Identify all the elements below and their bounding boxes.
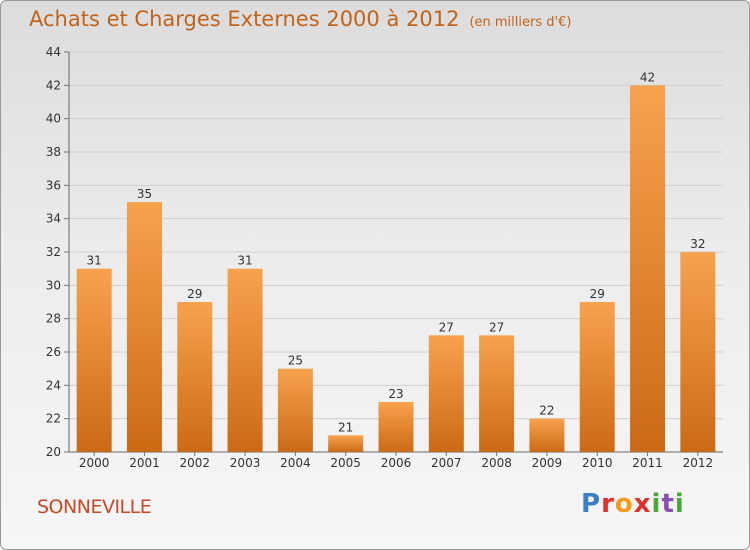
bar	[76, 268, 112, 452]
data-label: 35	[137, 187, 152, 201]
x-tick-label: 2012	[683, 456, 714, 470]
y-tick-label: 34	[46, 212, 61, 226]
x-tick-label: 2007	[431, 456, 462, 470]
y-tick-label: 24	[46, 378, 61, 392]
bar	[579, 302, 615, 452]
y-tick-label: 28	[46, 312, 61, 326]
bar	[479, 335, 515, 452]
x-tick-label: 2003	[230, 456, 261, 470]
y-tick-label: 32	[46, 245, 61, 259]
logo-letter: P	[581, 489, 602, 519]
bar	[328, 435, 364, 452]
logo-letter: r	[601, 489, 615, 519]
x-tick-label: 2011	[632, 456, 663, 470]
y-tick-label: 42	[46, 78, 61, 92]
y-tick-label: 30	[46, 278, 61, 292]
y-tick-label: 22	[46, 412, 61, 426]
x-tick-label: 2010	[582, 456, 613, 470]
logo-letter: o	[614, 489, 634, 519]
data-label: 21	[338, 420, 353, 434]
data-label: 42	[640, 70, 655, 84]
data-label: 27	[489, 320, 504, 334]
data-label: 29	[590, 287, 605, 301]
logo-letter: x	[633, 489, 652, 519]
x-tick-label: 2002	[179, 456, 210, 470]
y-tick-label: 40	[46, 112, 61, 126]
data-label: 31	[237, 254, 252, 268]
y-tick-label: 26	[46, 345, 61, 359]
chart-title: Achats et Charges Externes 2000 à 2012 (e…	[29, 7, 571, 31]
x-tick-label: 2009	[532, 456, 563, 470]
y-tick-label: 38	[46, 145, 61, 159]
data-label: 25	[288, 354, 303, 368]
logo-letter: i	[674, 489, 685, 519]
x-tick-label: 2001	[129, 456, 160, 470]
data-label: 23	[388, 387, 403, 401]
chart-subtitle: (en milliers d'€)	[469, 15, 572, 30]
proxiti-logo: Proxiti	[581, 489, 685, 519]
bar	[680, 252, 716, 452]
bar	[126, 202, 162, 452]
place-name: SONNEVILLE	[37, 496, 152, 518]
data-label: 29	[187, 287, 202, 301]
y-tick-labels: 20 22 24 26 28 30 32 34 36 38 40 42 44	[46, 45, 61, 459]
x-tick-label: 2008	[481, 456, 512, 470]
bar	[177, 302, 213, 452]
data-labels: 31 35 29 31 25 21 23 27 27 22 29 42 32	[87, 70, 706, 434]
bar	[378, 402, 414, 452]
bar	[428, 335, 464, 452]
bar	[630, 85, 666, 452]
logo-letter: i	[651, 489, 662, 519]
bar	[277, 368, 313, 452]
y-tick-label: 36	[46, 178, 61, 192]
data-label: 27	[439, 320, 454, 334]
x-tick-label: 2006	[381, 456, 412, 470]
y-tick-label: 44	[46, 45, 61, 59]
data-label: 22	[539, 404, 554, 418]
data-label: 32	[690, 237, 705, 251]
x-tick-label: 2005	[330, 456, 361, 470]
y-tick-label: 20	[46, 445, 61, 459]
title-text: Achats et Charges Externes 2000 à 2012	[29, 7, 460, 31]
x-tick-labels: 2000 2001 2002 2003 2004 2005 2006 2007 2008 2009…	[79, 452, 713, 470]
bar	[529, 418, 565, 452]
x-tick-label: 2004	[280, 456, 311, 470]
bars	[76, 85, 716, 452]
bar	[227, 268, 263, 452]
x-tick-label: 2000	[79, 456, 110, 470]
data-label: 31	[87, 254, 102, 268]
logo-letter: t	[661, 489, 675, 519]
